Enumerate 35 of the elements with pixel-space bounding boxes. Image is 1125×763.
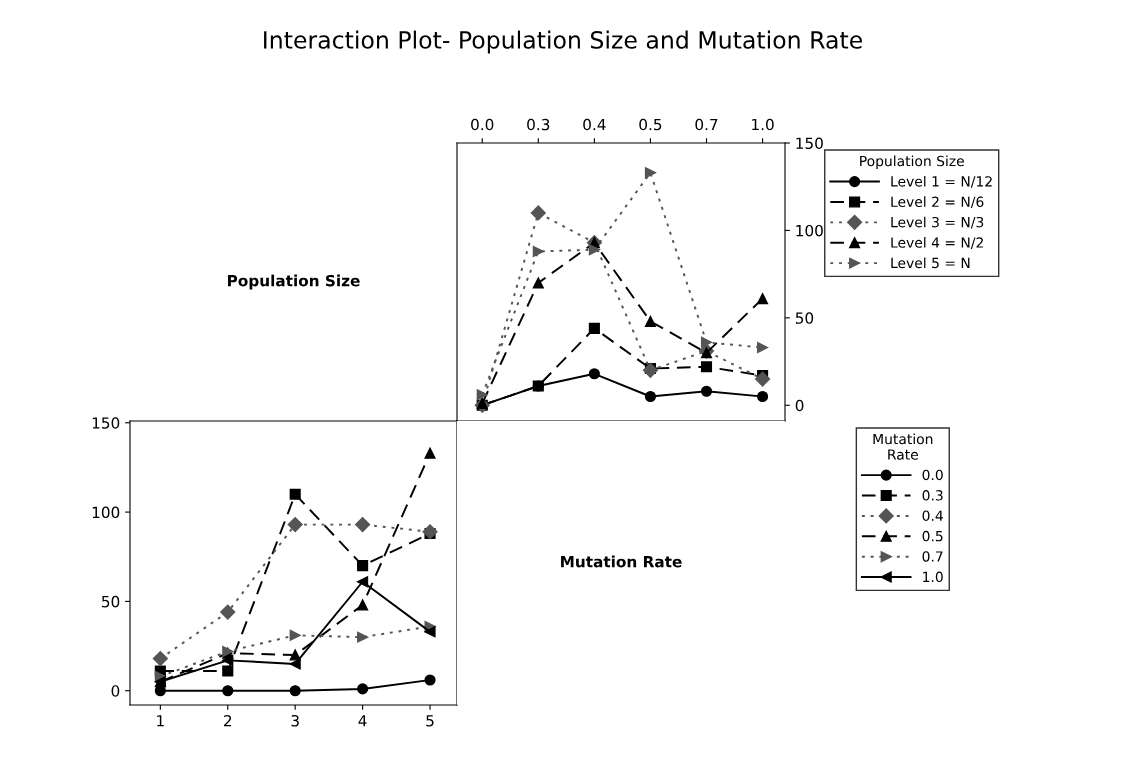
x-tick-label: 1 (157, 715, 164, 727)
legend-label: 1.0 (923, 571, 943, 583)
x-tick-label: 0.7 (695, 118, 718, 131)
legend-label: Level 3 = N/3 (891, 216, 984, 229)
legend-label: Level 2 = N/6 (891, 196, 984, 209)
legend-label: 0.4 (922, 510, 943, 521)
legend-label: Level 1 = N/12 (891, 175, 992, 188)
y-tick-label: 150 (92, 417, 120, 429)
text: Mutation Rate (561, 555, 682, 568)
legend-label: 0.5 (922, 530, 943, 542)
x-tick-label: 3 (291, 714, 299, 727)
legend-title: Mutation Rate (873, 433, 933, 460)
y-tick-label: 100 (796, 224, 823, 237)
x-tick-label: 5 (426, 715, 434, 727)
x-tick-label: 1.0 (752, 118, 774, 131)
x-tick-label: 0.5 (639, 118, 662, 131)
x-tick-label: 0.4 (583, 118, 606, 131)
x-tick-label: 4 (358, 715, 367, 727)
legend-label: Level 4 = N/2 (891, 237, 983, 249)
legend-label: 0.7 (922, 551, 943, 562)
legend-label: 0.0 (922, 469, 943, 481)
legend-label: 0.3 (922, 490, 943, 501)
y-tick-label: 50 (795, 312, 814, 324)
x-tick-label: 2 (224, 714, 232, 727)
y-tick-label: 0 (795, 399, 804, 412)
y-tick-label: 100 (92, 506, 120, 519)
y-tick-label: 0 (111, 685, 120, 697)
legend-label: Level 5 = N (891, 257, 970, 269)
text: Population Size (228, 274, 360, 290)
legend-title: Population Size (860, 155, 964, 169)
x-tick-label: 0.0 (471, 118, 494, 131)
y-tick-label: 50 (102, 595, 120, 608)
x-tick-label: 0.3 (527, 118, 550, 131)
text: Interaction Plot- Population Size and Mutation Rate (264, 30, 862, 54)
y-tick-label: 150 (796, 137, 823, 150)
